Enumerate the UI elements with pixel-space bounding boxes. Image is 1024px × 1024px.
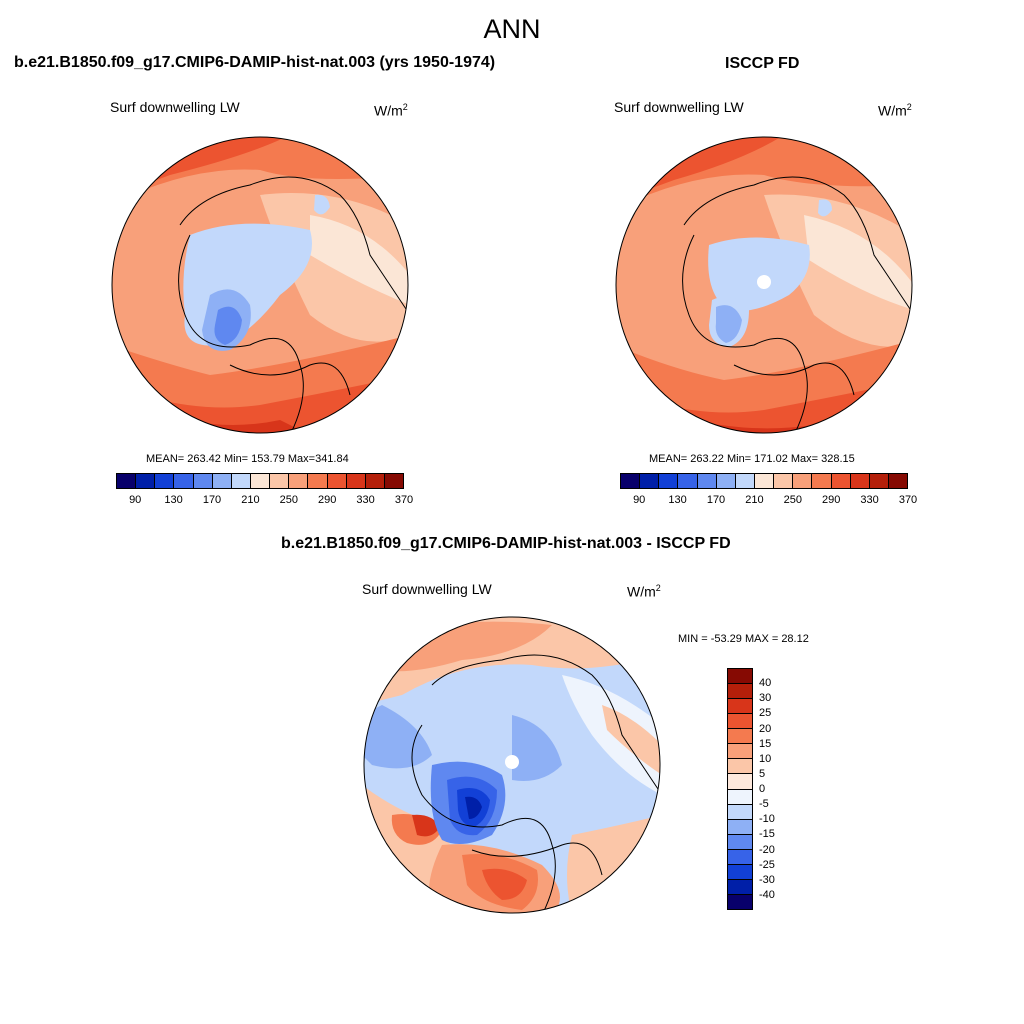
panel-1-colorbar (116, 473, 404, 489)
colorbar-tick-label: 130 (668, 494, 687, 506)
colorbar-swatch (888, 474, 908, 488)
colorbar-tick-label: 0 (759, 783, 766, 795)
colorbar-tick-label: 170 (202, 494, 222, 506)
panel-1-title: b.e21.B1850.f09_g17.CMIP6-DAMIP-hist-nat… (14, 54, 496, 71)
colorbar-swatch (793, 474, 813, 488)
panel-1-variable: Surf downwelling LW (110, 99, 240, 115)
colorbar-tick-label: 10 (759, 752, 772, 765)
panel-3-stats: MIN = -53.29 MAX = 28.12 (678, 633, 809, 645)
colorbar-swatch (728, 804, 752, 820)
colorbar-tick-label: 5 (759, 767, 766, 780)
colorbar-tick-label: 290 (822, 494, 841, 506)
colorbar-tick-label: 15 (759, 737, 772, 750)
panel-2-units: W/m2 (878, 102, 912, 119)
colorbar-swatch (155, 474, 175, 488)
colorbar-tick-label: 90 (633, 494, 646, 506)
colorbar-tick-label: 40 (759, 677, 772, 690)
colorbar-swatch (774, 474, 794, 488)
colorbar-swatch (735, 474, 755, 488)
panel-1-units: W/m2 (374, 102, 408, 119)
colorbar-swatch (212, 474, 232, 488)
panel-2-colorbar (620, 473, 908, 489)
colorbar-swatch (728, 684, 752, 700)
colorbar-swatch (728, 834, 752, 850)
colorbar-tick-label: -30 (759, 873, 775, 886)
colorbar-swatch (231, 474, 251, 488)
colorbar-tick-label: -20 (759, 843, 775, 856)
colorbar-tick-label: 90 (129, 494, 142, 506)
colorbar-tick-label: -10 (759, 813, 775, 826)
colorbar-tick-label: 370 (394, 494, 414, 506)
colorbar-tick-label: 170 (706, 494, 726, 506)
panel-3-units: W/m2 (627, 583, 661, 600)
colorbar-swatch (697, 474, 717, 488)
colorbar-swatch (193, 474, 213, 488)
colorbar-tick-label: 330 (860, 494, 879, 506)
panel-3-map (363, 616, 661, 914)
colorbar-swatch (174, 474, 194, 488)
colorbar-tick-label: 130 (164, 494, 183, 506)
colorbar-swatch (812, 474, 832, 488)
colorbar-swatch (728, 669, 752, 685)
panel-2-colorbar-labels: 90 130 170 210 250 290 330 370 (620, 494, 917, 508)
colorbar-swatch (289, 474, 309, 488)
panel-2-map (615, 136, 913, 434)
colorbar-tick-label: 370 (898, 494, 918, 506)
colorbar-swatch (250, 474, 271, 488)
colorbar-swatch (728, 699, 752, 715)
colorbar-swatch (384, 474, 404, 488)
panel-1-stats: MEAN= 263.42 Min= 153.79 Max=341.84 (146, 453, 349, 465)
colorbar-swatch (728, 714, 752, 730)
colorbar-tick-label: -5 (759, 798, 769, 811)
colorbar-swatch (728, 744, 752, 760)
colorbar-swatch (869, 474, 889, 488)
colorbar-swatch (728, 789, 752, 805)
colorbar-tick-label: -15 (759, 828, 775, 841)
colorbar-swatch (136, 474, 156, 488)
colorbar-swatch (659, 474, 679, 488)
colorbar-swatch (365, 474, 385, 488)
colorbar-tick-label: 210 (241, 494, 260, 506)
panel-1-colorbar-labels: 90 130 170 210 250 290 330 370 (116, 494, 413, 508)
colorbar-tick-label: 250 (783, 494, 802, 506)
figure-title: ANN (483, 14, 541, 44)
colorbar-swatch (728, 759, 752, 775)
panel-1-map (111, 136, 409, 434)
colorbar-swatch (621, 474, 641, 488)
colorbar-swatch (678, 474, 698, 488)
panel-3-variable: Surf downwelling LW (362, 581, 492, 597)
colorbar-tick-label: 290 (318, 494, 337, 506)
colorbar-swatch (754, 474, 775, 488)
colorbar-swatch (308, 474, 328, 488)
colorbar-swatch (728, 879, 752, 895)
colorbar-swatch (728, 774, 752, 790)
colorbar-swatch (327, 474, 347, 488)
colorbar-tick-label: -25 (759, 858, 775, 871)
colorbar-swatch (117, 474, 137, 488)
panel-2-title: ISCCP FD (725, 55, 800, 72)
colorbar-swatch (270, 474, 290, 488)
colorbar-swatch (850, 474, 870, 488)
colorbar-swatch (346, 474, 366, 488)
colorbar-swatch (831, 474, 851, 488)
colorbar-swatch (728, 894, 752, 909)
panel-2-stats: MEAN= 263.22 Min= 171.02 Max= 328.15 (649, 453, 855, 465)
colorbar-tick-label: 30 (759, 692, 772, 705)
colorbar-swatch (728, 819, 752, 835)
panel-3-title: b.e21.B1850.f09_g17.CMIP6-DAMIP-hist-nat… (281, 535, 731, 552)
colorbar-tick-label: 250 (279, 494, 298, 506)
colorbar-tick-label: 330 (356, 494, 375, 506)
colorbar-swatch (728, 864, 752, 880)
panel-3-colorbar-labels: 40 30 25 20 15 10 5 0 -5 -10 -15 -20 -25 -30 -40 (759, 668, 799, 910)
colorbar-tick-label: 210 (745, 494, 764, 506)
colorbar-swatch (716, 474, 736, 488)
colorbar-tick-label: 20 (759, 722, 772, 735)
colorbar-swatch (640, 474, 660, 488)
panel-2-variable: Surf downwelling LW (614, 99, 744, 115)
panel-3-colorbar (727, 668, 753, 910)
colorbar-tick-label: -40 (759, 888, 775, 901)
colorbar-swatch (728, 849, 752, 865)
colorbar-swatch (728, 729, 752, 745)
colorbar-tick-label: 25 (759, 707, 772, 720)
